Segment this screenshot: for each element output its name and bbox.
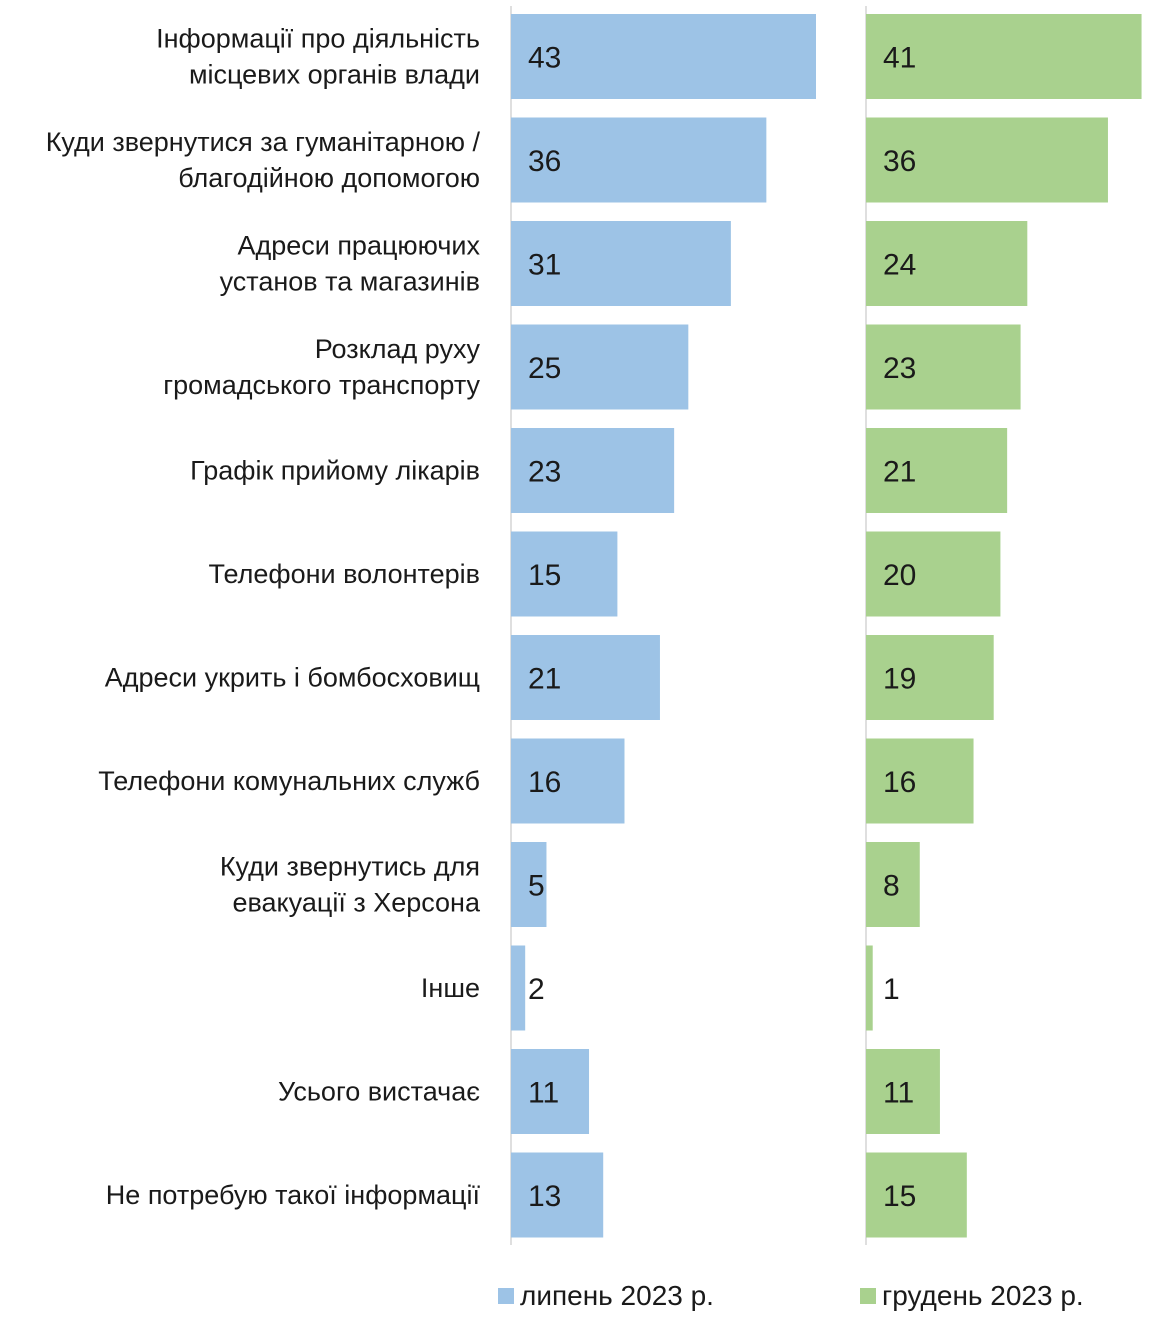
bar-series-0-cat-6 <box>511 635 660 720</box>
bar-series-1-cat-0 <box>866 14 1142 99</box>
data-label-series-0-cat-0: 43 <box>528 42 561 75</box>
category-label: Не потребую такої інформації <box>106 1180 481 1210</box>
category-label: Телефони комунальних служб <box>98 766 480 796</box>
data-label-series-1-cat-3: 23 <box>883 352 916 385</box>
data-label-series-1-cat-0: 41 <box>883 42 916 75</box>
bar-series-1-cat-2 <box>866 221 1028 306</box>
bar-series-1-cat-11 <box>866 1152 967 1238</box>
category-label: Адреси працюючих установ та магазинів <box>220 231 481 297</box>
data-label-series-0-cat-3: 25 <box>528 352 561 385</box>
data-label-series-1-cat-10: 11 <box>883 1077 914 1110</box>
legend-item-july: липень 2023 р. <box>498 1280 714 1312</box>
category-label: Графік прийому лікарів <box>190 456 480 486</box>
bar-series-0-cat-1 <box>511 117 767 203</box>
data-label-series-0-cat-1: 36 <box>528 145 561 178</box>
data-label-series-1-cat-11: 15 <box>883 1180 916 1213</box>
category-label: Розклад руху громадського транспорту <box>163 334 480 400</box>
bar-series-1-cat-10 <box>866 1049 940 1134</box>
legend-swatch-july <box>498 1288 514 1304</box>
bar-series-1-cat-4 <box>866 428 1008 513</box>
category-labels: Інформації про діяльність місцевих органі… <box>46 24 481 1211</box>
data-label-series-1-cat-6: 19 <box>883 663 916 696</box>
data-label-series-0-cat-10: 11 <box>528 1077 559 1110</box>
category-label: Інформації про діяльність місцевих органі… <box>156 24 480 90</box>
bar-series-0-cat-3 <box>511 324 689 410</box>
data-label-series-0-cat-8: 5 <box>528 870 545 903</box>
bar-series-0-cat-11 <box>511 1152 604 1238</box>
category-label: Куди звернутись для евакуації з Херсона <box>220 852 481 918</box>
data-label-series-0-cat-11: 13 <box>528 1180 561 1213</box>
data-label-series-1-cat-5: 20 <box>883 559 916 592</box>
data-label-series-1-cat-8: 8 <box>883 870 900 903</box>
bars-group: 43 36 31 25 23 15 21 16 5 2 11 13 41 36 24 23 21 20 19 16 8 1… <box>511 14 1142 1238</box>
bar-series-1-cat-7 <box>866 738 974 824</box>
bar-series-1-cat-3 <box>866 324 1021 410</box>
data-label-series-0-cat-7: 16 <box>528 766 561 799</box>
category-label: Телефони волонтерів <box>209 559 480 589</box>
category-label: Адреси укрить і бомбосховищ <box>105 663 480 693</box>
bar-series-1-cat-9 <box>866 945 873 1031</box>
bar-series-0-cat-4 <box>511 428 675 513</box>
bar-series-0-cat-8 <box>511 842 547 927</box>
legend-label-july: липень 2023 р. <box>520 1280 714 1311</box>
bar-series-0-cat-5 <box>511 531 618 617</box>
bar-series-0-cat-9 <box>511 945 526 1031</box>
legend-item-december: грудень 2023 р. <box>860 1280 1084 1312</box>
bar-series-1-cat-5 <box>866 531 1001 617</box>
data-label-series-0-cat-4: 23 <box>528 456 561 489</box>
bar-series-1-cat-8 <box>866 842 920 927</box>
data-label-series-1-cat-4: 21 <box>883 456 916 489</box>
bar-series-0-cat-2 <box>511 221 731 306</box>
bar-series-0-cat-10 <box>511 1049 590 1134</box>
data-label-series-1-cat-7: 16 <box>883 766 916 799</box>
data-label-series-0-cat-6: 21 <box>528 663 561 696</box>
data-label-series-1-cat-2: 24 <box>883 249 916 282</box>
category-label: Усього вистачає <box>278 1077 480 1107</box>
category-label: Інше <box>421 973 480 1003</box>
bar-series-0-cat-7 <box>511 738 625 824</box>
data-label-series-1-cat-9: 1 <box>883 973 900 1006</box>
data-label-series-0-cat-5: 15 <box>528 559 561 592</box>
legend-label-december: грудень 2023 р. <box>882 1280 1084 1311</box>
bar-series-1-cat-6 <box>866 635 994 720</box>
data-label-series-0-cat-2: 31 <box>528 249 561 282</box>
category-label: Куди звернутися за гуманітарною / благоді… <box>46 127 481 193</box>
data-label-series-1-cat-1: 36 <box>883 145 916 178</box>
bar-series-1-cat-1 <box>866 117 1108 203</box>
bar-series-0-cat-0 <box>511 14 816 99</box>
axes-group <box>510 6 867 1245</box>
data-label-series-0-cat-9: 2 <box>528 973 545 1006</box>
legend-swatch-december <box>860 1288 876 1304</box>
